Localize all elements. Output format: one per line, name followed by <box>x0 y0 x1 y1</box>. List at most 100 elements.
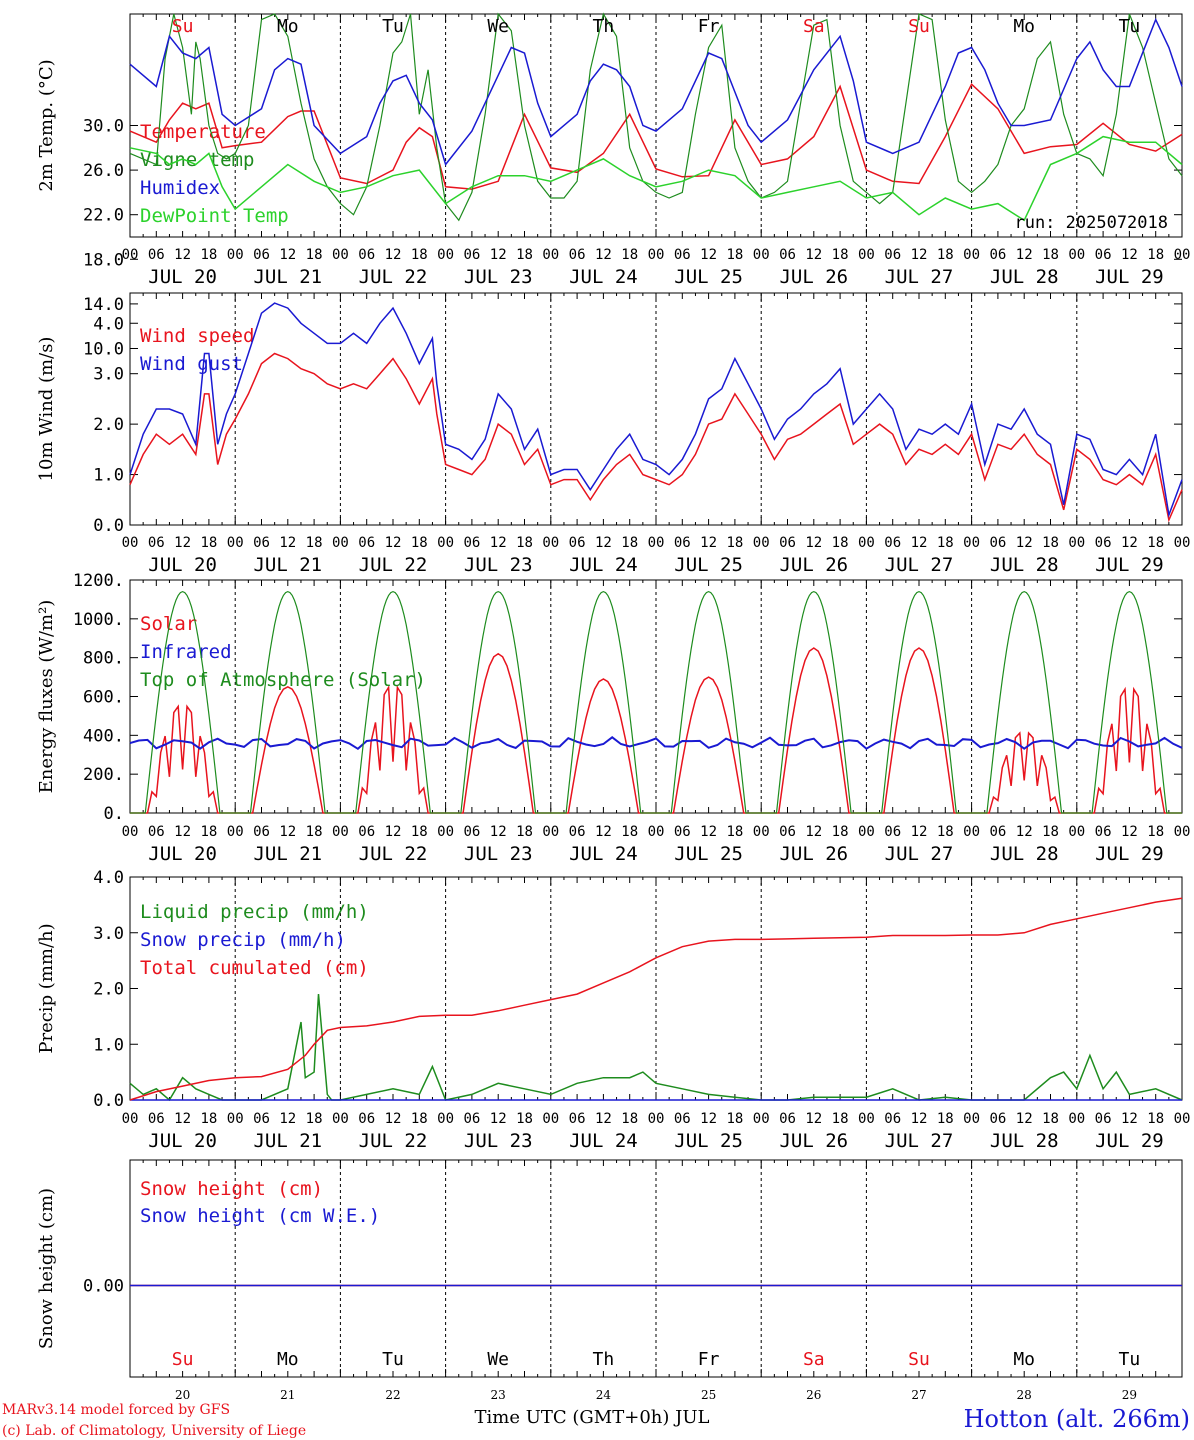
x-date-label: JUL 24 <box>569 266 638 288</box>
x-hour-label: 12 <box>1121 824 1138 840</box>
vigne-temp-series <box>129 12 1183 222</box>
x-hour-label: 00 <box>858 247 875 263</box>
x-hour-label: 12 <box>490 247 507 263</box>
x-hour-label: 12 <box>174 535 191 551</box>
x-hour-label: 06 <box>1095 247 1112 263</box>
panel-1: 10.0 14.0 18.0 22.0 26.0 30.0 2m Temp. (°C) 00 0… <box>36 12 1190 360</box>
x-hour-label: 00 <box>227 247 244 263</box>
x-hour-label: 06 <box>989 247 1006 263</box>
x-hour-label: 18 <box>726 1111 743 1127</box>
x-hour-label: 12 <box>490 535 507 551</box>
x-date-label: JUL 28 <box>990 554 1059 576</box>
weekday-label: Sa <box>803 16 825 37</box>
legend-label: Humidex <box>140 177 220 199</box>
x-hour-label: 18 <box>1147 1111 1164 1127</box>
x-hour-label: 12 <box>385 824 402 840</box>
x-hour-label: 18 <box>516 824 533 840</box>
x-hour-label: 00 <box>753 1111 770 1127</box>
day-number-label: 20 <box>175 1388 190 1402</box>
x-hour-label: 00 <box>1174 535 1191 551</box>
weekday-label: Th <box>593 1349 615 1370</box>
x-hour-label: 06 <box>253 247 270 263</box>
x-hour-label: 12 <box>174 247 191 263</box>
x-hour-label: 18 <box>411 535 428 551</box>
x-hour-label: 12 <box>805 535 822 551</box>
x-hour-label: 12 <box>279 535 296 551</box>
x-hour-label: 12 <box>1016 1111 1033 1127</box>
humidex-series <box>129 17 1183 167</box>
y-axis-title: Precip (mm/h) <box>36 923 57 1053</box>
x-date-label: JUL 22 <box>359 266 428 288</box>
x-hour-label: 00 <box>542 824 559 840</box>
x-hour-label: 06 <box>463 1111 480 1127</box>
x-hour-label: 06 <box>779 824 796 840</box>
x-hour-label: 00 <box>753 535 770 551</box>
x-hour-label: 18 <box>1042 535 1059 551</box>
wind-gust-series <box>129 302 1183 518</box>
x-hour-label: 06 <box>358 535 375 551</box>
weekday-label: Mo <box>277 1349 299 1370</box>
x-hour-label: 18 <box>1147 824 1164 840</box>
x-hour-label: 00 <box>227 1111 244 1127</box>
x-hour-label: 00 <box>227 535 244 551</box>
x-hour-label: 18 <box>1147 247 1164 263</box>
x-hour-label: 18 <box>726 535 743 551</box>
top-of-atmosphere-solar-series <box>130 590 1182 814</box>
x-hour-label: 12 <box>911 247 928 263</box>
x-hour-label: 00 <box>542 1111 559 1127</box>
weekday-label: Su <box>908 16 930 37</box>
x-hour-label: 18 <box>1147 535 1164 551</box>
legend-label: Wind speed <box>140 325 254 347</box>
x-date-label: JUL 25 <box>674 843 743 865</box>
x-hour-label: 18 <box>1042 824 1059 840</box>
x-date-label: JUL 21 <box>253 1130 322 1152</box>
x-hour-label: 06 <box>463 247 480 263</box>
weekday-label: Tu <box>1119 1349 1141 1370</box>
x-hour-label: 18 <box>621 1111 638 1127</box>
x-hour-label: 00 <box>1174 1111 1191 1127</box>
x-hour-label: 18 <box>621 247 638 263</box>
x-hour-label: 18 <box>200 824 217 840</box>
temperature-series <box>129 82 1183 190</box>
x-date-label: JUL 20 <box>148 266 217 288</box>
x-hour-label: 06 <box>148 247 165 263</box>
x-hour-label: 12 <box>700 535 717 551</box>
x-hour-label: 06 <box>358 1111 375 1127</box>
x-hour-label: 06 <box>148 824 165 840</box>
x-hour-label: 00 <box>437 1111 454 1127</box>
y-tick-label: 1.0 <box>93 1035 124 1055</box>
x-date-label: JUL 26 <box>779 266 848 288</box>
y-tick-label: 3.0 <box>93 365 124 385</box>
x-date-label: JUL 28 <box>990 266 1059 288</box>
weekday-label: Mo <box>1013 16 1035 37</box>
x-hour-label: 18 <box>306 247 323 263</box>
x-hour-label: 06 <box>569 247 586 263</box>
x-hour-label: 18 <box>726 247 743 263</box>
x-hour-label: 12 <box>805 1111 822 1127</box>
x-date-label: JUL 24 <box>569 843 638 865</box>
x-hour-label: 12 <box>1121 535 1138 551</box>
x-hour-label: 00 <box>648 535 665 551</box>
x-hour-label: 12 <box>490 824 507 840</box>
x-hour-label: 12 <box>805 824 822 840</box>
legend-label: Snow precip (mm/h) <box>140 929 346 951</box>
x-hour-label: 18 <box>832 1111 849 1127</box>
x-hour-label: 06 <box>463 535 480 551</box>
snow-day-number-labels: 20 21 22 23 24 25 26 27 28 29 <box>175 1388 1137 1402</box>
legend-label: Infrared <box>140 641 232 663</box>
x-hour-label: 12 <box>911 535 928 551</box>
legend-label: DewPoint Temp <box>140 205 289 227</box>
x-date-label: JUL 25 <box>674 266 743 288</box>
weekday-label: Th <box>593 16 615 37</box>
x-hour-label: 18 <box>306 824 323 840</box>
x-date-label: JUL 29 <box>1095 1130 1164 1152</box>
x-hour-label: 18 <box>516 247 533 263</box>
y-tick-label: 26.0 <box>83 161 124 181</box>
x-hour-label: 00 <box>648 824 665 840</box>
infrared-series <box>129 736 1183 751</box>
x-date-label: JUL 26 <box>779 554 848 576</box>
x-hour-label: 12 <box>174 824 191 840</box>
snow-weekday-labels: Su Mo Tu We Th Fr Sa Su Mo Tu <box>172 1349 1140 1370</box>
x-hour-label: 12 <box>595 535 612 551</box>
y-tick-label: 14.0 <box>83 295 124 315</box>
